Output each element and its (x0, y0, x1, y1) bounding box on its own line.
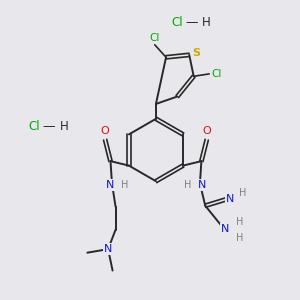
Text: —: — (185, 16, 198, 29)
Text: Cl: Cl (171, 16, 183, 29)
Text: N: N (226, 194, 234, 204)
Text: N: N (104, 244, 112, 254)
Text: O: O (101, 126, 110, 136)
Text: Cl: Cl (28, 120, 40, 133)
Text: H: H (236, 218, 244, 227)
Text: —: — (43, 120, 55, 133)
Text: S: S (192, 48, 200, 59)
Text: N: N (220, 224, 229, 234)
Text: H: H (236, 233, 244, 243)
Text: H: H (184, 180, 191, 190)
Text: Cl: Cl (150, 33, 160, 43)
Text: H: H (239, 188, 247, 198)
Text: N: N (105, 180, 114, 190)
Text: H: H (59, 120, 68, 133)
Text: O: O (202, 126, 211, 136)
Text: Cl: Cl (212, 69, 222, 79)
Text: H: H (121, 180, 128, 190)
Text: N: N (198, 180, 206, 190)
Text: H: H (202, 16, 211, 29)
